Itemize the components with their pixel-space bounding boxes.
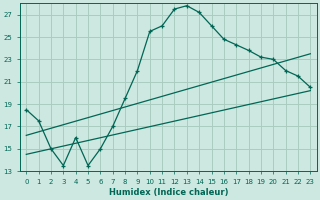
X-axis label: Humidex (Indice chaleur): Humidex (Indice chaleur): [108, 188, 228, 197]
